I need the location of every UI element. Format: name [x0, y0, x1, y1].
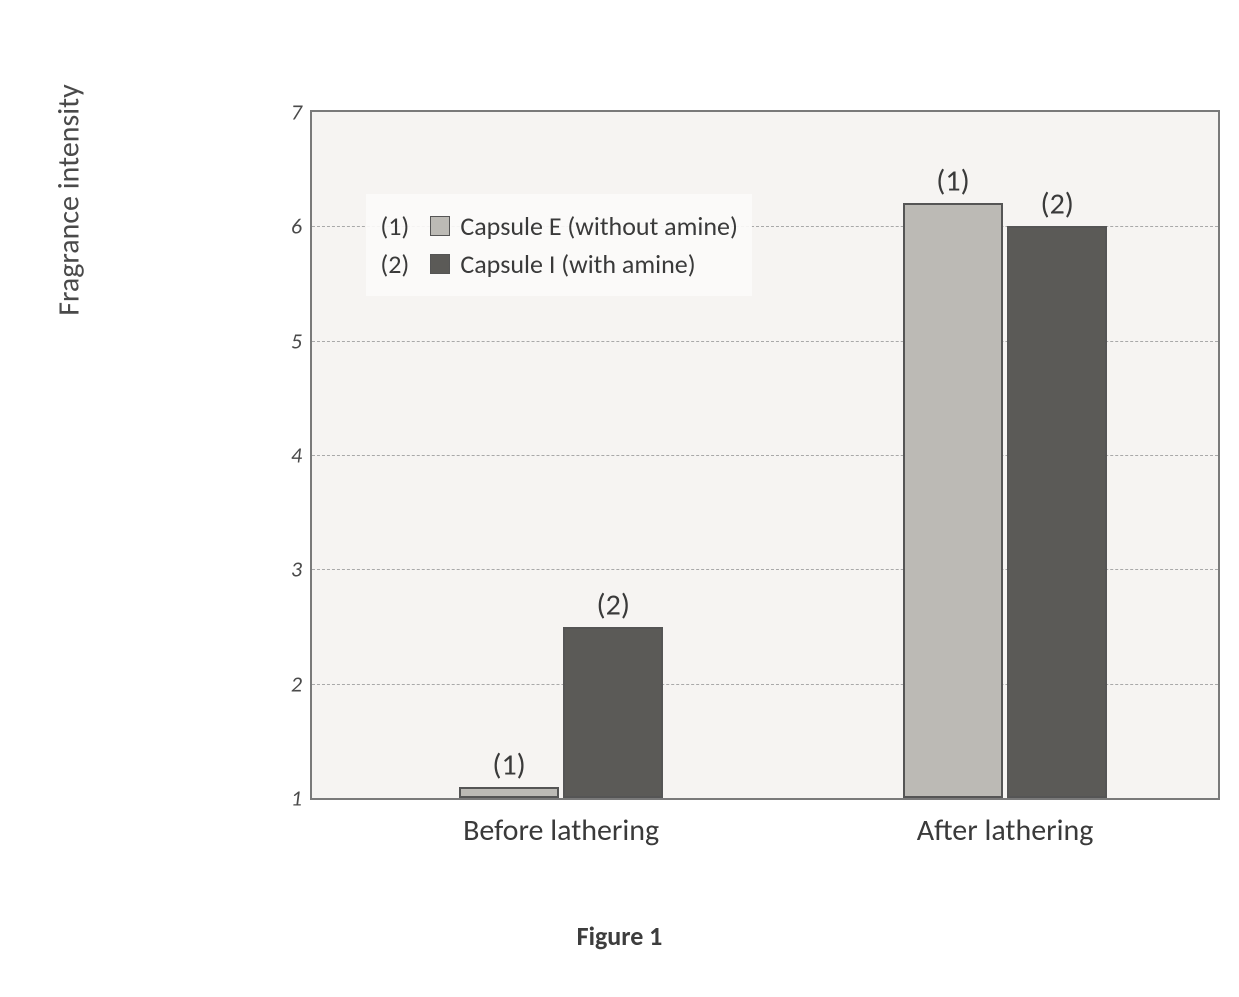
y-tick-label: 1 [291, 785, 302, 812]
y-axis-title: Fragrance intensity [50, 0, 87, 575]
x-tick-label: After lathering [917, 812, 1094, 849]
legend-marker: (1) [380, 210, 420, 242]
bar-label: (2) [1040, 186, 1073, 223]
plot-area: 1234567Before lathering(1)(2)After lathe… [310, 110, 1220, 800]
legend-swatch [430, 254, 450, 274]
y-tick-label: 5 [291, 327, 302, 354]
figure-container: Fragrance intensity 1 2 3 4 5 6 7 Before lather… [0, 0, 1239, 997]
y-tick-label: 6 [291, 213, 302, 240]
legend-swatch [430, 216, 450, 236]
legend-label: Capsule I (with amine) [460, 248, 695, 280]
bar-s1-1 [903, 203, 1003, 798]
y-tick-label: 3 [291, 556, 302, 583]
legend-item: (2) Capsule I (with amine) [380, 248, 737, 280]
legend-item: (1) Capsule E (without amine) [380, 210, 737, 242]
chart-panel: 1234567Before lathering(1)(2)After lathe… [120, 50, 1120, 800]
bar-label: (1) [492, 746, 525, 783]
bar-s2-0 [563, 627, 663, 799]
legend: (1) Capsule E (without amine) (2) Capsule I… [366, 194, 751, 296]
x-tick-label: Before lathering [463, 812, 659, 849]
bar-s2-1 [1007, 226, 1107, 798]
legend-label: Capsule E (without amine) [460, 210, 737, 242]
bar-s1-0 [459, 787, 559, 798]
y-tick-label: 4 [291, 442, 302, 469]
y-tick-label: 7 [291, 99, 302, 126]
bar-label: (1) [936, 163, 969, 200]
legend-marker: (2) [380, 248, 420, 280]
y-tick-label: 2 [291, 670, 302, 697]
bar-label: (2) [597, 586, 630, 623]
figure-caption: Figure 1 [0, 920, 1239, 952]
